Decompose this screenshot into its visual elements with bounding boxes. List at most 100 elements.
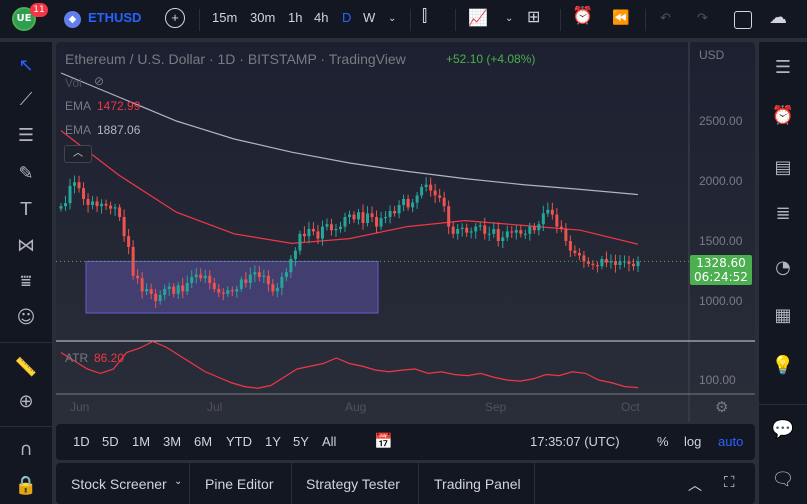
- candle-body: [293, 250, 297, 259]
- chevron-down-icon[interactable]: ⌄: [505, 13, 514, 24]
- settings-gear-icon[interactable]: ⚙: [715, 399, 729, 416]
- news-icon[interactable]: ▤: [774, 157, 792, 178]
- goto-date-icon[interactable]: 📅: [374, 433, 393, 450]
- lock-drawings-icon[interactable]: 🔒: [14, 475, 38, 496]
- messages-icon[interactable]: 🗨: [771, 469, 795, 490]
- candle-body: [217, 289, 221, 293]
- range-1m[interactable]: 1M: [132, 434, 151, 449]
- pattern-icon[interactable]: ⋈: [17, 235, 35, 256]
- candle-body: [370, 213, 374, 217]
- candle-body: [600, 259, 604, 267]
- interval-d[interactable]: D: [342, 10, 352, 25]
- chat-icon[interactable]: 💬: [771, 419, 795, 440]
- candle-body: [127, 236, 131, 247]
- candle-body: [271, 284, 275, 292]
- interval-15m[interactable]: 15m: [212, 10, 238, 25]
- fib-icon[interactable]: ☰: [17, 125, 35, 146]
- cursor-icon[interactable]: ↖: [18, 55, 34, 76]
- data-window-icon[interactable]: ≣: [775, 203, 791, 224]
- fullscreen-icon[interactable]: [734, 11, 752, 29]
- range-ytd[interactable]: YTD: [226, 434, 252, 449]
- alarm-icon[interactable]: ⏰: [771, 105, 795, 126]
- tab-pine-editor[interactable]: Pine Editor: [205, 476, 274, 492]
- chevron-down-icon[interactable]: ⌄: [174, 476, 183, 487]
- candle-body: [352, 214, 356, 220]
- candle-body: [77, 182, 81, 189]
- text-icon[interactable]: T: [20, 199, 32, 220]
- ema-short-value: 1472.99: [97, 99, 141, 113]
- chart-area[interactable]: Ethereum / U.S. Dollar · 1D · BITSTAMP ·…: [56, 42, 755, 422]
- candle-body: [185, 283, 189, 292]
- cloud-save-icon[interactable]: ☁: [769, 7, 787, 27]
- brush-icon[interactable]: ✎: [18, 163, 34, 184]
- emoji-icon[interactable]: ☺: [16, 307, 36, 328]
- candle-body: [501, 237, 505, 241]
- candle-body: [514, 230, 518, 233]
- maximize-panel-icon[interactable]: ⛶: [724, 474, 735, 491]
- expand-panel-icon[interactable]: ︿: [688, 477, 702, 493]
- interval-30m[interactable]: 30m: [250, 10, 276, 25]
- eye-hidden-icon[interactable]: ⊘: [94, 74, 105, 88]
- range-1d[interactable]: 1D: [73, 434, 90, 449]
- candle-body: [438, 195, 442, 198]
- indicators-icon[interactable]: 📈: [468, 10, 488, 27]
- price-tick: 1000.00: [699, 294, 743, 308]
- watchlist-icon[interactable]: ☰: [774, 57, 792, 78]
- candle-body: [550, 209, 554, 215]
- candles-icon[interactable]: ⫿: [422, 8, 428, 25]
- interval-w[interactable]: W: [363, 10, 376, 25]
- candle-body: [627, 261, 631, 264]
- interval-4h[interactable]: 4h: [314, 10, 329, 25]
- prediction-icon[interactable]: ⩸: [20, 271, 32, 292]
- zoom-in-icon[interactable]: ⊕: [18, 391, 34, 412]
- ruler-icon[interactable]: 📏: [14, 357, 38, 378]
- time-tick: Aug: [345, 400, 367, 414]
- interval-1h[interactable]: 1h: [288, 10, 303, 25]
- range-1y[interactable]: 1Y: [265, 434, 281, 449]
- calendar-icon[interactable]: ▦: [774, 305, 792, 326]
- range-3m[interactable]: 3M: [163, 434, 182, 449]
- candle-body: [519, 230, 523, 234]
- auto-toggle[interactable]: auto: [718, 434, 744, 449]
- candle-body: [483, 225, 487, 234]
- bar-countdown: 06:24:52: [694, 270, 748, 284]
- replay-icon[interactable]: ⏪: [612, 9, 630, 25]
- candle-body: [289, 259, 293, 273]
- right-sidebar: ☰ ⏰ ▤ ≣ ◔ ▦ 💡 💬 🗨: [759, 42, 807, 504]
- candle-body: [343, 217, 347, 227]
- candle-body: [329, 224, 333, 231]
- tab-stock-screener[interactable]: Stock Screener: [71, 476, 167, 492]
- alert-clock-icon[interactable]: ⏰: [572, 6, 594, 25]
- log-toggle[interactable]: log: [684, 434, 702, 449]
- range-5y[interactable]: 5Y: [293, 434, 309, 449]
- candle-body: [532, 226, 536, 231]
- collapse-legend-button[interactable]: ︿: [64, 145, 92, 163]
- layout-grid-icon[interactable]: ⊞: [527, 9, 541, 26]
- hotlist-icon[interactable]: ◔: [775, 257, 791, 278]
- range-all[interactable]: All: [322, 434, 337, 449]
- candle-body: [248, 274, 252, 283]
- undo-icon[interactable]: ↶: [660, 10, 671, 25]
- candle-body: [505, 231, 509, 238]
- magnet-icon[interactable]: ∩: [19, 439, 33, 460]
- utc-clock[interactable]: 17:35:07 (UTC): [530, 434, 620, 449]
- current-price-label: 1328.60 06:24:52: [690, 255, 752, 285]
- currency-selector[interactable]: USD: [699, 48, 725, 62]
- candle-body: [631, 263, 635, 267]
- range-6m[interactable]: 6M: [194, 434, 213, 449]
- candle-body: [393, 211, 397, 214]
- chevron-down-icon[interactable]: ⌄: [388, 13, 397, 24]
- candle-body: [379, 218, 383, 227]
- ideas-icon[interactable]: 💡: [771, 355, 795, 376]
- trend-line-icon[interactable]: ⟋: [19, 89, 33, 110]
- tab-trading-panel[interactable]: Trading Panel: [434, 476, 521, 492]
- candle-body: [230, 290, 234, 292]
- percent-toggle[interactable]: %: [657, 434, 669, 449]
- tab-strategy-tester[interactable]: Strategy Tester: [306, 476, 400, 492]
- candle-body: [357, 212, 361, 220]
- range-5d[interactable]: 5D: [102, 434, 119, 449]
- compare-add-icon[interactable]: +: [165, 8, 185, 28]
- symbol-button[interactable]: ETHUSD: [88, 10, 142, 25]
- candle-body: [429, 184, 433, 191]
- redo-icon[interactable]: ↷: [697, 10, 708, 25]
